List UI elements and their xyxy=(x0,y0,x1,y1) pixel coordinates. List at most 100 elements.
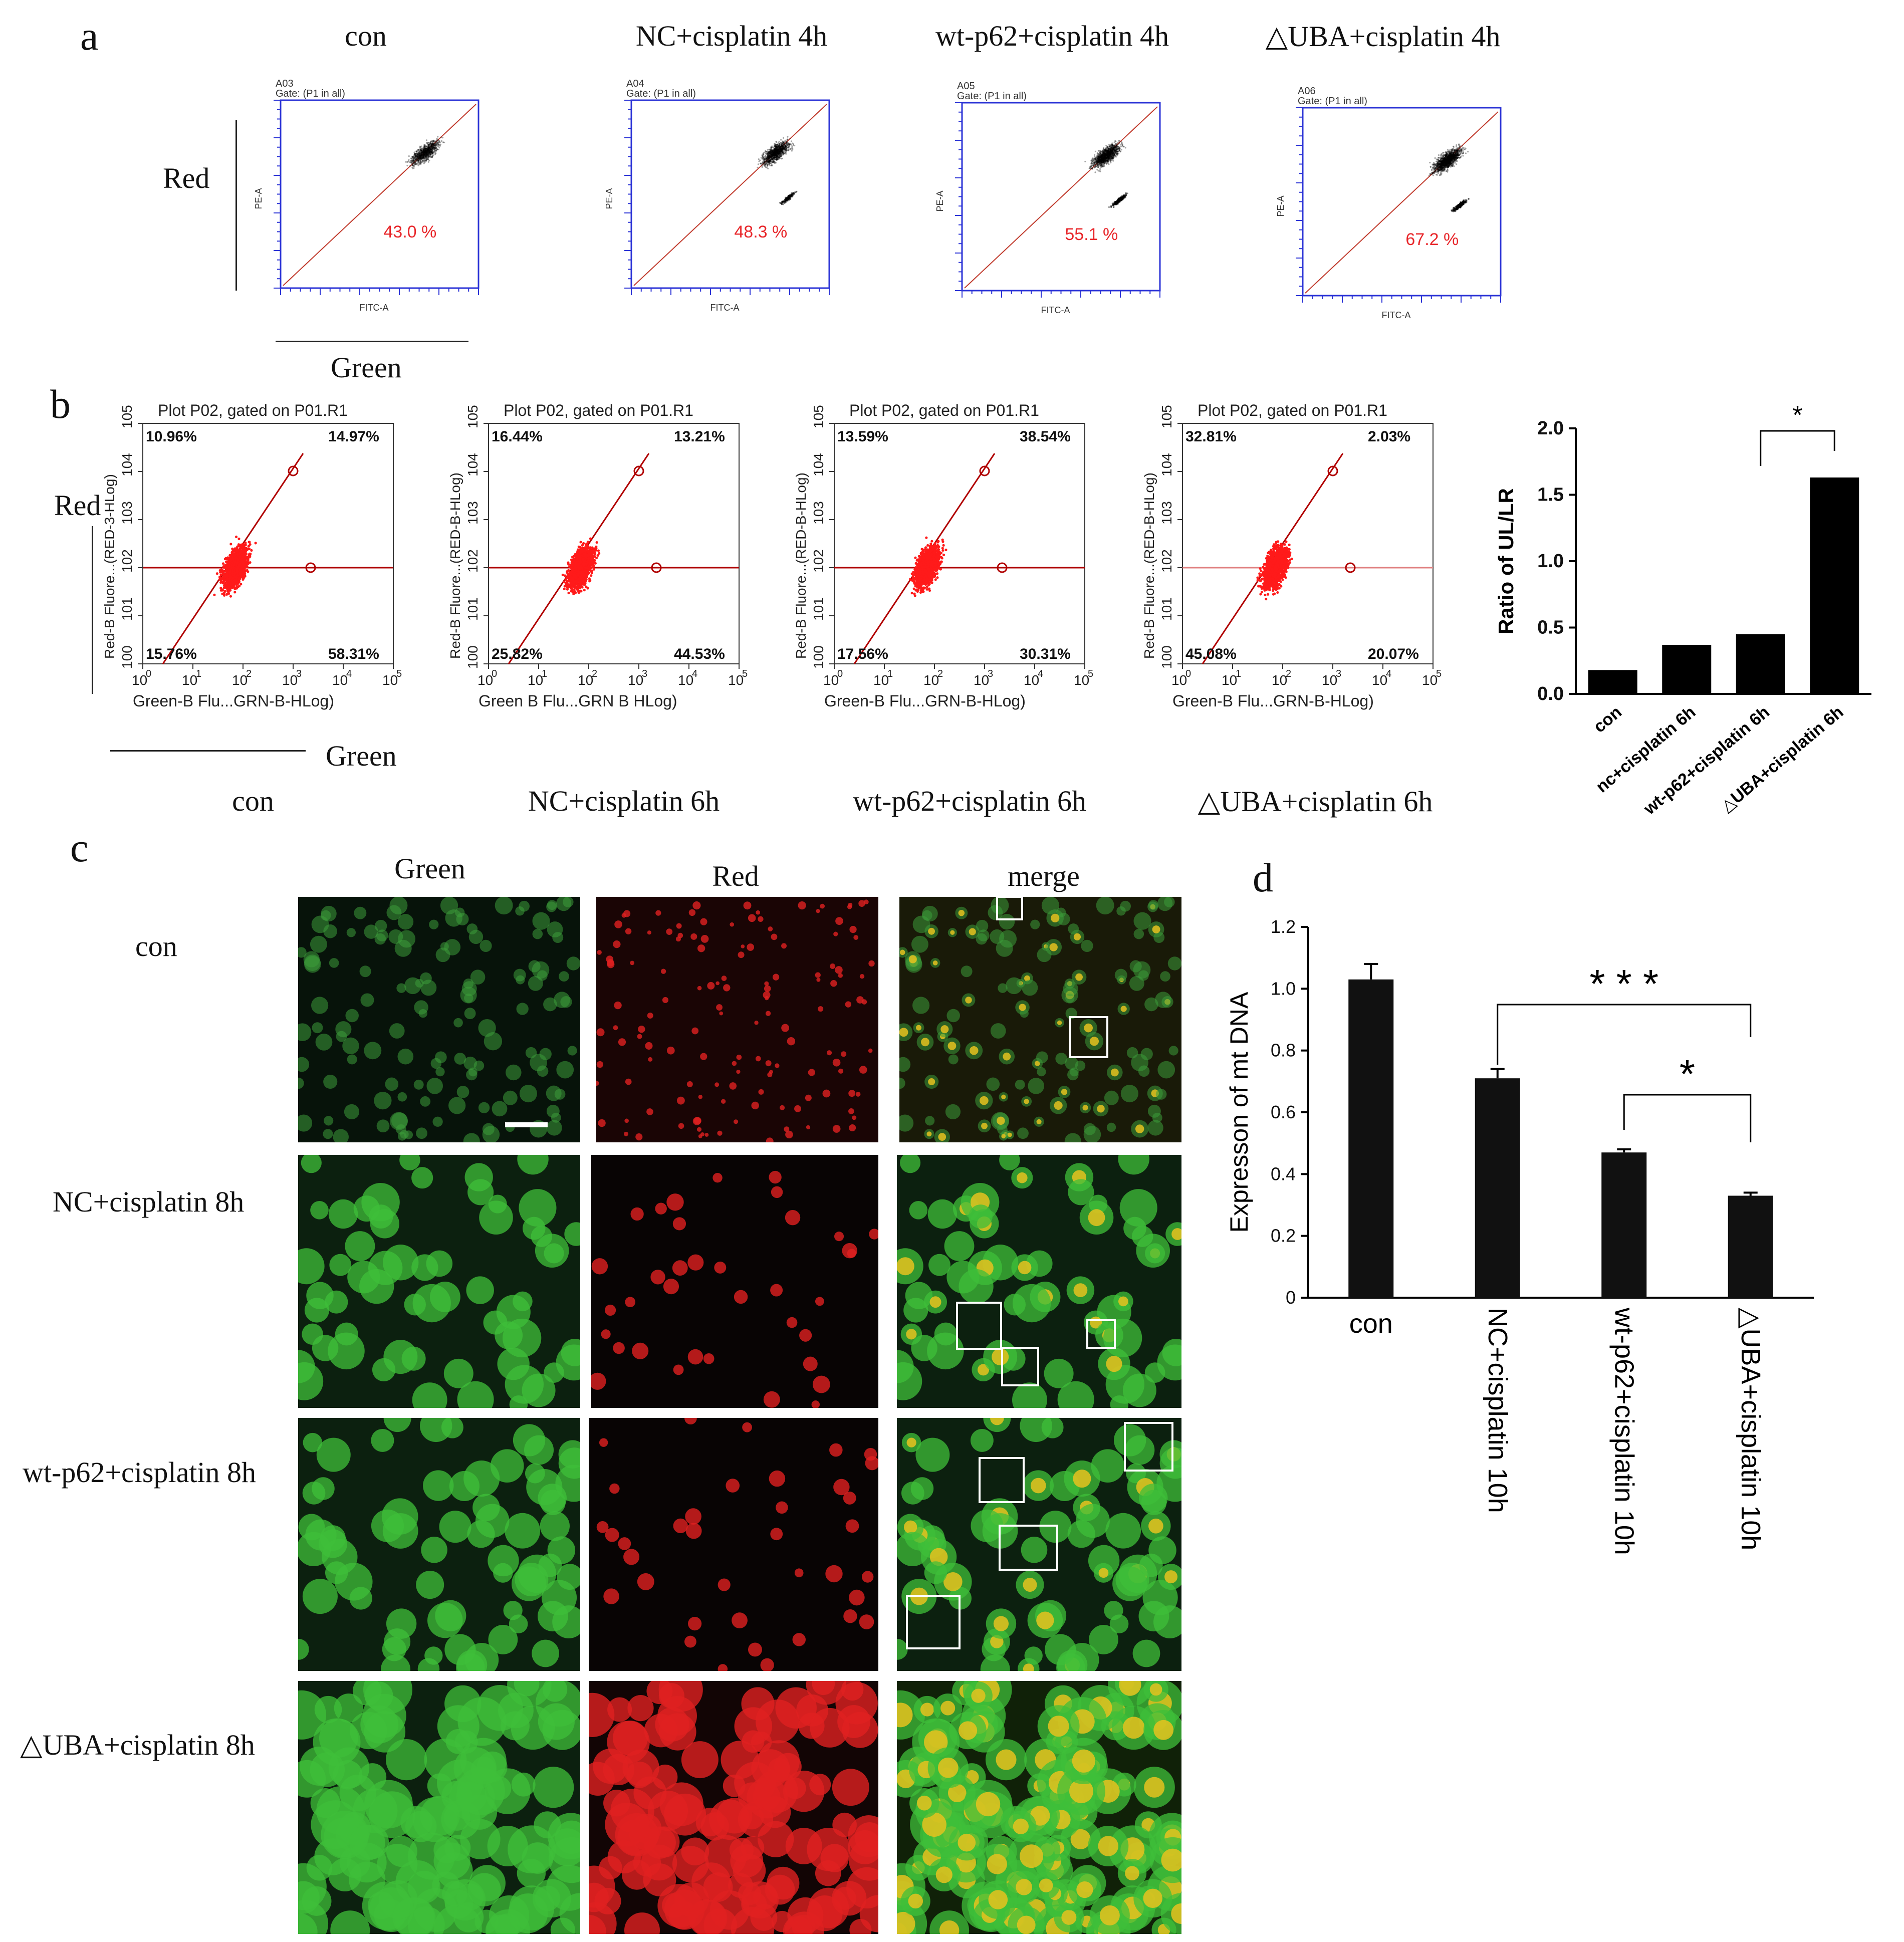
event-dot xyxy=(1448,154,1451,156)
event-dot xyxy=(1117,199,1119,201)
event-dot xyxy=(1457,150,1459,152)
event-dot xyxy=(777,156,779,158)
event-dot xyxy=(1447,156,1449,158)
event-dot xyxy=(1100,157,1102,159)
event-dot xyxy=(771,154,773,156)
event-dot xyxy=(438,141,440,144)
event-dot xyxy=(788,196,790,198)
event-dot xyxy=(1432,172,1434,174)
event-dot xyxy=(775,153,777,155)
event-dot xyxy=(1443,162,1445,164)
event-dot xyxy=(1107,160,1109,162)
event-dot xyxy=(1111,154,1113,156)
event-dot xyxy=(1108,154,1111,156)
event-dot xyxy=(1439,164,1441,166)
event-dot xyxy=(426,151,429,153)
event-dot xyxy=(1108,157,1110,159)
event-dot xyxy=(1449,161,1451,163)
event-dot xyxy=(769,160,771,162)
event-dot xyxy=(1441,167,1444,169)
event-dot xyxy=(436,143,438,145)
event-dot xyxy=(1119,198,1121,200)
event-dot xyxy=(788,197,790,199)
event-dot xyxy=(759,163,762,165)
event-dot xyxy=(778,155,780,157)
event-dot xyxy=(772,153,774,155)
event-dot xyxy=(423,153,425,156)
event-dot xyxy=(1440,167,1442,169)
event-dot xyxy=(1118,200,1120,202)
event-dot xyxy=(774,155,776,157)
event-dot xyxy=(786,199,789,201)
event-dot xyxy=(1126,192,1128,194)
event-dot xyxy=(1106,159,1108,161)
event-dot xyxy=(428,151,430,153)
event-dot xyxy=(1125,195,1127,197)
event-dot xyxy=(427,154,429,156)
event-dot xyxy=(1117,200,1120,202)
event-dot xyxy=(777,152,779,154)
event-dot xyxy=(1108,160,1110,162)
event-dot xyxy=(773,155,775,157)
event-dot xyxy=(777,149,779,151)
event-dot xyxy=(416,154,418,156)
event-dot xyxy=(410,162,412,164)
event-dot xyxy=(1097,156,1099,158)
event-dot xyxy=(1108,153,1110,155)
event-dot xyxy=(1448,165,1450,168)
event-dot xyxy=(796,190,798,192)
event-dot xyxy=(1118,199,1120,201)
event-dot xyxy=(1445,159,1447,161)
event-dot xyxy=(771,164,773,167)
event-dot xyxy=(787,197,789,199)
event-dot xyxy=(424,156,426,158)
event-dot xyxy=(422,147,424,149)
event-dot xyxy=(769,159,771,161)
event-dot xyxy=(1102,158,1104,160)
event-dot xyxy=(420,157,423,159)
event-dot xyxy=(1099,156,1101,158)
event-dot xyxy=(1101,157,1103,159)
event-dot xyxy=(766,164,768,166)
event-dot xyxy=(1441,158,1443,160)
event-dot xyxy=(426,148,428,150)
event-dot xyxy=(767,156,769,158)
event-dot xyxy=(784,146,787,148)
event-dot xyxy=(413,165,415,167)
event-dot xyxy=(789,197,792,200)
event-dot xyxy=(785,142,787,144)
event-dot xyxy=(412,164,414,166)
event-dot xyxy=(1460,151,1463,153)
event-dot xyxy=(765,155,767,157)
event-dot xyxy=(1447,162,1449,164)
event-dot xyxy=(776,144,778,146)
event-dot xyxy=(774,158,776,160)
event-dot xyxy=(1111,150,1113,152)
event-dot xyxy=(1100,154,1102,156)
event-dot xyxy=(424,147,426,150)
event-dot xyxy=(425,150,427,153)
event-dot xyxy=(782,148,784,150)
event-dot xyxy=(429,153,431,155)
event-dot xyxy=(1118,199,1120,202)
event-dot xyxy=(423,155,425,157)
event-dot xyxy=(774,151,776,153)
event-dot xyxy=(781,145,783,147)
event-dot xyxy=(780,152,783,154)
event-dot xyxy=(774,151,777,153)
event-dot xyxy=(1102,153,1104,155)
event-dot xyxy=(1098,158,1100,161)
event-dot xyxy=(1115,149,1117,151)
event-dot xyxy=(785,199,787,201)
event-dot xyxy=(431,141,433,143)
event-dot xyxy=(1103,151,1105,153)
event-dot xyxy=(1430,166,1432,168)
event-dot xyxy=(1106,146,1109,148)
event-dot xyxy=(1109,160,1112,162)
event-dot xyxy=(1107,153,1109,155)
event-dot xyxy=(1441,161,1444,164)
event-dot xyxy=(1103,158,1105,160)
event-dot xyxy=(1440,163,1442,165)
event-dot xyxy=(769,158,771,160)
event-dot xyxy=(1123,194,1125,196)
